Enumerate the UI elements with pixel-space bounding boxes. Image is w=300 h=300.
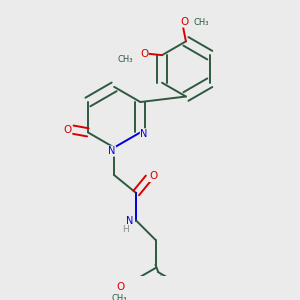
Text: H: H — [122, 225, 129, 234]
Text: O: O — [64, 124, 72, 135]
Text: N: N — [126, 216, 133, 226]
Text: CH₃: CH₃ — [112, 294, 127, 300]
Text: O: O — [117, 282, 125, 292]
Text: N: N — [108, 146, 116, 156]
Text: O: O — [149, 172, 158, 182]
Text: O: O — [140, 49, 148, 59]
Text: N: N — [140, 129, 148, 139]
Text: CH₃: CH₃ — [194, 18, 209, 27]
Text: O: O — [180, 17, 189, 27]
Text: CH₃: CH₃ — [118, 55, 133, 64]
